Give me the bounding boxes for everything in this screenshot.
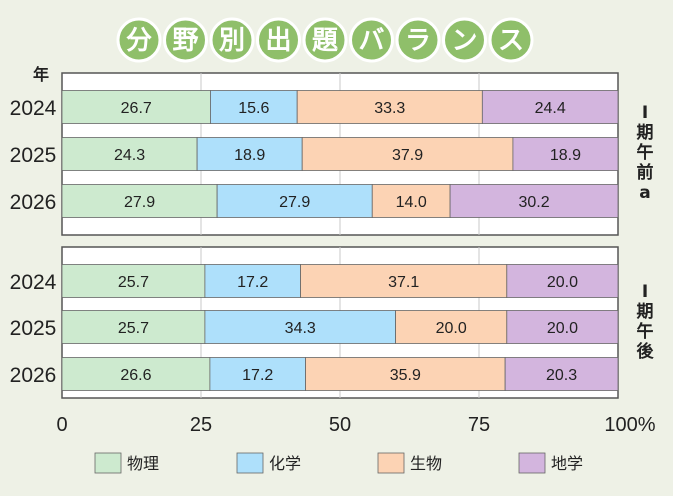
title-char: 分	[126, 26, 152, 56]
panel-label-char: 午	[637, 321, 654, 342]
bar-segment	[204, 264, 301, 298]
bar-value-label: 18.9	[234, 147, 265, 164]
x-tick-label: 75	[468, 414, 490, 436]
bar-value-label: 20.0	[436, 320, 467, 337]
row-year-label: 2024	[10, 271, 57, 294]
year-header: 年	[33, 65, 49, 84]
bar-segment	[504, 357, 619, 391]
bar-value-label: 27.9	[124, 194, 155, 211]
legend-label: 地学	[551, 454, 583, 473]
title-circle	[349, 17, 394, 63]
bar-value-label: 25.7	[118, 274, 149, 291]
title-circle	[488, 17, 534, 63]
bar-segment	[209, 357, 306, 391]
bar-segment	[210, 90, 298, 124]
panel-label-char: 後	[637, 341, 655, 362]
title-circle	[395, 17, 441, 63]
title-char: 出	[265, 26, 291, 56]
panel-label-char: a	[639, 183, 650, 203]
legend-label: 物理	[127, 454, 159, 473]
title-circle	[209, 17, 255, 63]
bar-segment	[296, 90, 483, 124]
bar-segment	[61, 357, 211, 391]
legend-label: 化学	[269, 454, 301, 473]
row-year-label: 2026	[10, 364, 57, 387]
title-char: ラ	[405, 26, 431, 56]
bar-value-label: 37.1	[388, 274, 419, 291]
title-char: 野	[172, 26, 198, 56]
bar-segment	[61, 137, 198, 171]
legend-swatch	[94, 452, 122, 474]
title-circle	[163, 17, 208, 63]
title-char: バ	[358, 26, 384, 56]
title-circle	[116, 17, 162, 63]
bar-value-label: 17.2	[242, 367, 273, 384]
bar-value-label: 17.2	[237, 274, 268, 291]
panel-label-char: 期	[637, 302, 654, 322]
bar-segment	[506, 310, 619, 344]
bar-value-label: 20.0	[547, 274, 578, 291]
legend-swatch	[518, 452, 546, 474]
bar-value-label: 18.9	[550, 147, 581, 164]
bar-value-label: 25.7	[118, 320, 149, 337]
bar-segment	[506, 264, 619, 298]
title-circle	[256, 17, 301, 63]
row-year-label: 2025	[10, 144, 57, 167]
title-char: 別	[219, 26, 245, 56]
bar-segment	[481, 90, 619, 124]
bar-value-label: 20.3	[546, 367, 577, 384]
legend-label: 生物	[410, 454, 442, 473]
bar-segment	[61, 310, 206, 344]
bar-value-label: 26.6	[120, 367, 151, 384]
legend-swatch	[236, 452, 264, 474]
panel-label-char: 午	[637, 142, 654, 163]
bar-value-label: 14.0	[396, 194, 427, 211]
bar-value-label: 24.4	[535, 100, 566, 117]
bar-value-label: 27.9	[279, 194, 310, 211]
row-year-label: 2024	[10, 97, 57, 120]
bar-segment	[61, 264, 206, 298]
bar-value-label: 37.9	[392, 147, 423, 164]
bar-value-label: 15.6	[238, 100, 269, 117]
legend-swatch	[377, 452, 405, 474]
bar-value-label: 35.9	[390, 367, 421, 384]
row-year-label: 2026	[10, 191, 57, 214]
bar-value-label: 33.3	[374, 100, 405, 117]
bar-value-label: 20.0	[547, 320, 578, 337]
panel-label-char: Ⅰ	[642, 282, 648, 302]
bar-value-label: 34.3	[285, 320, 316, 337]
bar-segment	[449, 184, 619, 218]
title-char: ス	[498, 26, 524, 56]
panel-label-char: Ⅰ	[642, 103, 648, 123]
x-tick-label: 0	[56, 414, 67, 436]
title-char: 題	[312, 26, 339, 56]
panel-label-char: 期	[637, 123, 654, 143]
panel-label-char: 前	[637, 162, 654, 183]
bar-segment	[305, 357, 506, 391]
x-tick-label: 50	[329, 414, 351, 436]
bar-segment	[300, 264, 508, 298]
bar-segment	[371, 184, 451, 218]
bar-value-label: 26.7	[121, 100, 152, 117]
row-year-label: 2025	[10, 317, 57, 340]
bar-value-label: 30.2	[518, 194, 549, 211]
bar-segment	[512, 137, 619, 171]
bar-value-label: 24.3	[114, 147, 145, 164]
title-char: ン	[451, 26, 477, 56]
bar-segment	[196, 137, 303, 171]
bar-segment	[204, 310, 396, 344]
x-tick-label: 25	[190, 414, 212, 436]
x-tick-label: 100%	[604, 414, 655, 436]
title-circle	[442, 17, 487, 63]
title-circle	[302, 17, 348, 63]
bar-segment	[301, 137, 514, 171]
